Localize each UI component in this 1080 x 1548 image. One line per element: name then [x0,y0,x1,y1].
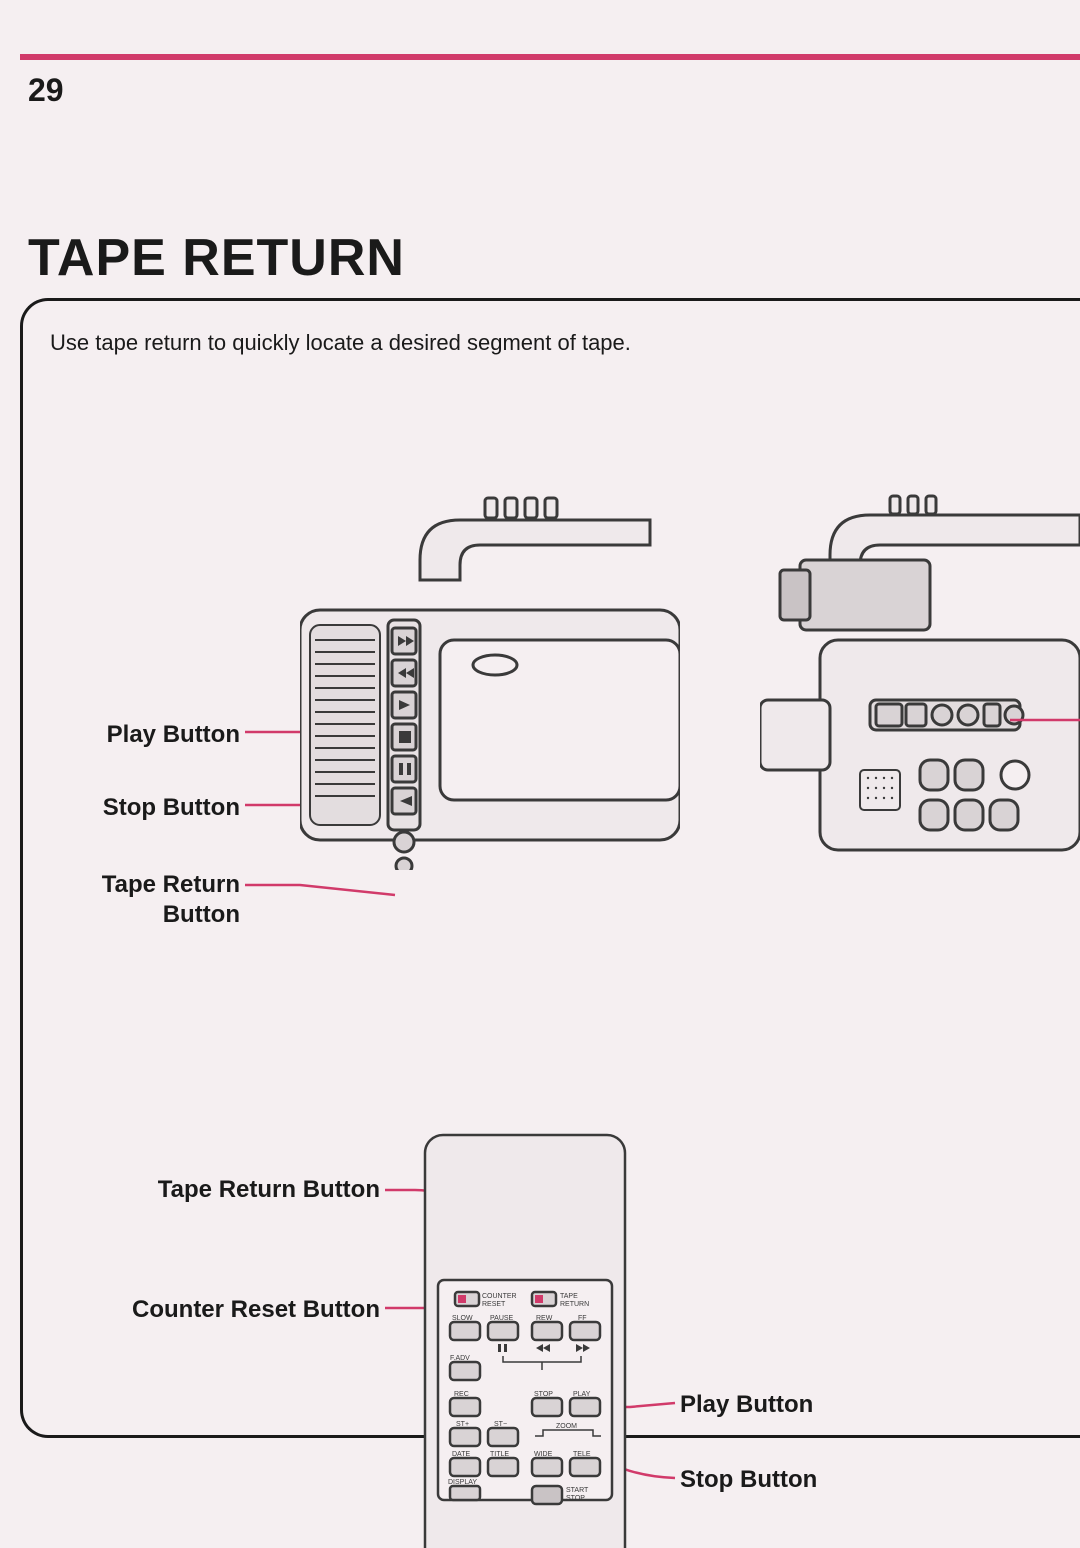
svg-text:PAUSE: PAUSE [490,1315,514,1322]
svg-text:TELE: TELE [573,1451,591,1458]
svg-text:SLOW: SLOW [452,1315,473,1322]
label-play-button: Play Button [40,720,240,750]
leader-line-cam-right [1010,710,1080,730]
svg-text:DISPLAY: DISPLAY [448,1479,477,1486]
svg-text:DATE: DATE [452,1451,470,1458]
manual-page: 29 TAPE RETURN Use tape return to quickl… [0,0,1080,1548]
svg-text:COUNTER: COUNTER [482,1293,517,1300]
label-tape-return-button: Tape Return Button [20,870,240,930]
svg-text:ST+: ST+ [456,1421,469,1428]
label-tape-return-l1: Tape Return [102,871,240,898]
label-remote-play: Play Button [680,1390,813,1420]
svg-text:RETURN: RETURN [560,1301,589,1308]
svg-text:ST−: ST− [494,1421,507,1428]
svg-text:WIDE: WIDE [534,1451,553,1458]
svg-text:START: START [566,1487,589,1494]
svg-text:F.ADV: F.ADV [450,1355,470,1362]
remote-illustration: COUNTER RESET TAPE RETURN SLOW PAUSE REW… [420,1130,630,1548]
svg-text:REC: REC [454,1391,469,1398]
intro-text: Use tape return to quickly locate a desi… [50,330,631,356]
label-remote-tape-return: Tape Return Button [80,1175,380,1205]
svg-text:TAPE: TAPE [560,1293,578,1300]
svg-text:PLAY: PLAY [573,1391,591,1398]
camcorder-left-illustration [300,490,680,870]
svg-text:STOP: STOP [534,1391,553,1398]
label-remote-counter-reset: Counter Reset Button [60,1295,380,1325]
svg-text:RESET: RESET [482,1301,506,1308]
svg-text:ZOOM: ZOOM [556,1423,577,1430]
label-stop-button: Stop Button [40,793,240,823]
svg-text:STOP: STOP [566,1495,585,1502]
camcorder-right-illustration [760,490,1080,870]
page-title: TAPE RETURN [28,228,405,288]
svg-text:REW: REW [536,1315,553,1322]
top-rule [20,54,1080,60]
page-number: 29 [28,72,64,109]
svg-text:TITLE: TITLE [490,1451,509,1458]
svg-text:FF: FF [578,1315,587,1322]
label-remote-stop: Stop Button [680,1465,817,1495]
label-tape-return-l2: Button [163,901,240,928]
